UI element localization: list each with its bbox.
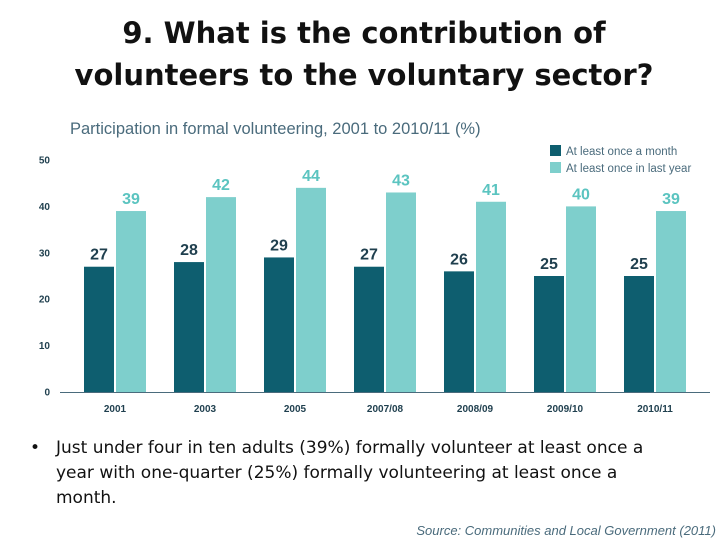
bar-monthly <box>84 266 114 392</box>
legend-swatch-yearly <box>550 162 561 173</box>
bar-yearly <box>386 192 416 392</box>
legend-label-yearly: At least once in last year <box>566 163 691 175</box>
data-label-monthly: 26 <box>450 251 468 268</box>
slide-title-line-1: 9. What is the contribution of <box>122 16 606 50</box>
bar-monthly <box>444 271 474 392</box>
y-tick-label: 50 <box>39 156 51 167</box>
data-label-monthly: 27 <box>90 247 108 264</box>
data-label-yearly: 39 <box>122 191 140 208</box>
bar-yearly <box>206 197 236 392</box>
bullet-marker: • <box>30 438 41 458</box>
legend: At least once a month At least once in la… <box>550 145 691 175</box>
x-tick-label: 2009/10 <box>547 404 584 415</box>
data-label-yearly: 39 <box>662 191 680 208</box>
data-label-monthly: 27 <box>360 247 378 264</box>
y-tick-label: 0 <box>44 388 50 399</box>
bar-yearly <box>656 211 686 392</box>
x-tick-label: 2010/11 <box>637 404 673 415</box>
data-label-yearly: 41 <box>482 182 500 199</box>
data-label-monthly: 25 <box>630 256 648 273</box>
bar-monthly <box>534 276 564 392</box>
x-tick-label: 2003 <box>194 404 217 415</box>
bar-chart: 0 10 20 30 40 50 27 39 28 42 29 44 27 43 26 41 25 40 25 39… <box>39 145 710 415</box>
bar-monthly <box>354 266 384 392</box>
slide-title-line-2: volunteers to the voluntary sector? <box>74 58 654 92</box>
y-axis-labels: 0 10 20 30 40 50 <box>39 156 51 399</box>
x-tick-label: 2005 <box>284 404 307 415</box>
legend-swatch-monthly <box>550 145 561 156</box>
x-axis: 2001 2003 2005 2007/08 2008/09 2009/10 2010/11 <box>60 392 710 415</box>
y-tick-label: 30 <box>39 248 51 259</box>
x-tick-label: 2001 <box>104 404 127 415</box>
data-label-yearly: 42 <box>212 177 230 194</box>
x-tick-label: 2007/08 <box>367 404 404 415</box>
bar-yearly <box>566 206 596 392</box>
bar-yearly <box>116 211 146 392</box>
y-tick-label: 10 <box>39 341 51 352</box>
legend-label-monthly: At least once a month <box>566 146 677 158</box>
bar-monthly <box>624 276 654 392</box>
data-label-yearly: 43 <box>392 172 410 189</box>
data-label-yearly: 40 <box>572 186 590 203</box>
bar-monthly <box>264 257 294 392</box>
data-label-monthly: 28 <box>180 242 198 259</box>
source-note: Source: Communities and Local Government… <box>416 523 716 538</box>
bullet-point: • Just under four in ten adults (39%) fo… <box>30 436 670 511</box>
bar-monthly <box>174 262 204 392</box>
bullet-text: Just under four in ten adults (39%) form… <box>56 438 644 508</box>
y-tick-label: 20 <box>39 295 51 306</box>
bar-yearly <box>476 201 506 392</box>
slide-title: 9. What is the contribution of volunteer… <box>0 12 728 96</box>
data-label-monthly: 25 <box>540 256 558 273</box>
data-labels: 27 39 28 42 29 44 27 43 26 41 25 40 25 39 <box>90 168 680 273</box>
bars <box>84 187 686 392</box>
chart-title: Participation in formal volunteering, 20… <box>70 120 481 138</box>
data-label-yearly: 44 <box>302 168 320 185</box>
y-tick-label: 40 <box>39 202 51 213</box>
bar-yearly <box>296 187 326 392</box>
data-label-monthly: 29 <box>270 237 288 254</box>
x-tick-label: 2008/09 <box>457 404 494 415</box>
